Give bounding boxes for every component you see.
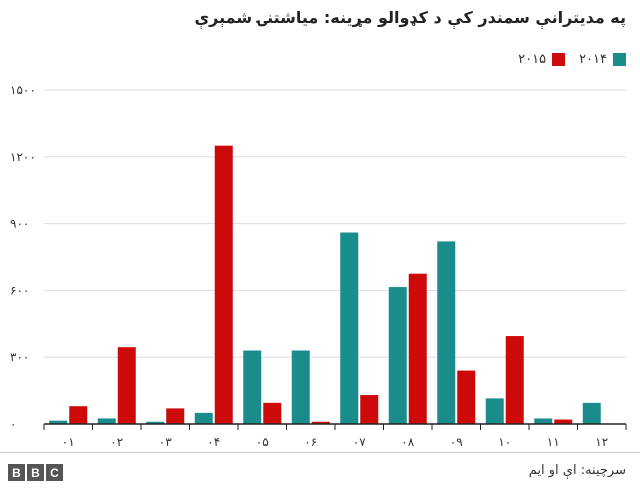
bar-2014 (534, 418, 553, 424)
footer-divider (0, 452, 640, 453)
x-tick-label: ۰۳ (159, 435, 172, 449)
legend-label-2015: ۲۰۱۵ (518, 52, 547, 67)
bbc-logo-letter: B (27, 464, 44, 481)
bar-2014 (243, 350, 262, 424)
bbc-logo-letter: B (8, 464, 25, 481)
bar-2014 (194, 412, 213, 424)
bar-2015 (408, 273, 427, 424)
x-tick-label: ۰۸ (401, 435, 414, 449)
bbc-logo-letter: C (46, 464, 63, 481)
x-tick-label: ۱۲ (595, 435, 608, 449)
x-tick-label: ۱۱ (547, 435, 560, 449)
x-tick-label: ۰۷ (353, 435, 366, 449)
x-tick-label: ۰۱ (62, 435, 75, 449)
x-tick-label: ۰۴ (207, 435, 220, 449)
legend-swatch-2015 (552, 53, 566, 66)
y-tick-label: ۱۵۰۰ (10, 83, 36, 97)
bar-chart: ۰ ۳۰۰ ۶۰۰ ۹۰۰ ۱۲۰۰ ۱۵۰۰ ۰۱ ۰۲ ۰۳ ۰۴ ۰۵ ۰۶ ۰۷ ۰۸ ۰۹ ۱۰ ۱۱… (10, 83, 627, 449)
bar-2015 (311, 421, 330, 424)
bar-2014 (49, 420, 68, 424)
x-tick-label: ۱۰ (498, 435, 511, 449)
x-tick-label: ۰۶ (304, 435, 317, 449)
legend-item-2015: ۲۰۱۵ (518, 52, 566, 67)
chart-title: په مديترانې سمندر کې د کډوالو مړينه: ميا… (194, 8, 626, 27)
x-tick-label: ۰۹ (450, 435, 463, 449)
bar-2015 (69, 406, 88, 424)
y-tick-label: ۱۲۰۰ (10, 150, 36, 164)
bar-2014 (340, 232, 359, 424)
bar-2015 (554, 419, 573, 424)
legend-label-2014: ۲۰۱۴ (579, 52, 607, 67)
y-tick-label: ۹۰۰ (10, 217, 29, 231)
bar-2014 (437, 241, 456, 424)
bar-2014 (146, 421, 165, 424)
legend-swatch-2014 (613, 53, 626, 66)
bar-2014 (97, 418, 116, 424)
bar-2015 (457, 370, 476, 424)
bar-2015 (505, 336, 524, 424)
x-tick-label: ۰۵ (256, 435, 269, 449)
source-note: سرچينه: اې او ايم (528, 463, 626, 478)
bar-2014 (388, 287, 407, 424)
bar-2015 (117, 347, 136, 424)
y-tick-label: ۰ (10, 417, 16, 431)
y-tick-label: ۶۰۰ (10, 283, 29, 297)
bar-2014 (582, 402, 601, 424)
x-tick-label: ۰۲ (110, 435, 123, 449)
y-tick-label: ۳۰۰ (10, 350, 29, 364)
bar-2015 (263, 402, 282, 424)
legend-item-2014: ۲۰۱۴ (579, 52, 626, 67)
bar-2015 (214, 145, 233, 424)
bar-2014 (291, 350, 310, 424)
bar-2014 (485, 398, 504, 424)
bar-2015 (166, 408, 185, 424)
bar-2015 (360, 395, 379, 424)
chart-legend: ۲۰۱۴ ۲۰۱۵ (504, 52, 626, 67)
bbc-logo: B B C (8, 464, 65, 481)
